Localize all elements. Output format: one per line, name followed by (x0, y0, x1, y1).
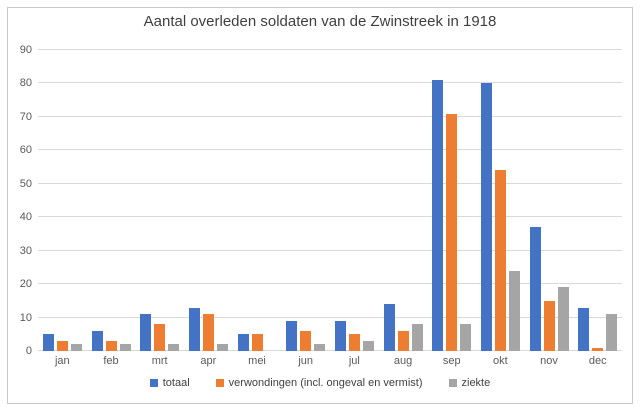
x-axis-tick-label-okt: okt (493, 355, 508, 367)
bar-verwondingen-okt (494, 170, 506, 351)
bar-verwondingen-apr (202, 314, 214, 351)
legend-item-totaal: totaal (149, 377, 190, 389)
bar-ziekte-jul (362, 340, 374, 351)
y-axis-tick-label-90: 90 (19, 44, 32, 56)
x-axis-labels: jan feb mrt apr mei jun jul aug sep okt nov dec (38, 355, 622, 367)
y-axis-tick-label-50: 50 (19, 177, 32, 190)
bar-group-aug (379, 50, 428, 351)
legend-item-verwondingen: verwondingen (incl. ongeval en vermist) (215, 377, 423, 389)
x-axis-tick-label-jul: jul (348, 355, 360, 367)
bar-totaal-aug (383, 304, 395, 351)
x-axis-tick-label-sep: sep (442, 355, 461, 367)
gridline-y-50 (38, 182, 622, 184)
bar-verwondingen-feb (105, 340, 117, 351)
bar-verwondingen-jun (300, 330, 312, 351)
x-axis-tick-label-jun: jun (298, 355, 314, 367)
bar-group-apr (184, 50, 233, 351)
gridline-y-30 (38, 249, 622, 251)
y-axis-tick-label-10: 10 (19, 311, 32, 324)
gridline-y-80 (38, 82, 622, 84)
bar-totaal-jul (334, 320, 346, 351)
x-axis-tick-label-jan: jan (54, 355, 70, 367)
bar-totaal-jan (42, 334, 54, 351)
bar-totaal-apr (188, 307, 200, 351)
bar-ziekte-okt (508, 270, 520, 351)
bar-verwondingen-aug (397, 330, 409, 351)
bar-group-okt (476, 50, 525, 351)
gridline-y-60 (38, 149, 622, 151)
gridline-y-90 (38, 49, 622, 50)
plot-area: 0 10 20 30 40 50 60 70 80 90 (20, 44, 622, 357)
y-axis-tick-label-60: 60 (19, 144, 32, 157)
x-axis-tick-label-dec: dec (588, 355, 607, 367)
chart-title: Aantal overleden soldaten van de Zwinstr… (143, 13, 497, 30)
bar-verwondingen-mei (251, 334, 263, 351)
y-axis-tick-label-70: 70 (19, 110, 32, 123)
bar-totaal-mrt (140, 314, 152, 351)
bar-ziekte-feb (119, 344, 131, 351)
bar-groups (38, 50, 622, 351)
y-axis-tick-label-20: 20 (19, 278, 32, 291)
bar-group-jul (330, 50, 379, 351)
bar-ziekte-jun (314, 344, 326, 351)
gridline-y-20 (38, 283, 622, 285)
legend-label: verwondingen (incl. ongeval en vermist) (228, 377, 423, 389)
gridline-y-0 (38, 350, 622, 351)
bar-group-sep (427, 50, 476, 351)
bar-verwondingen-jan (56, 340, 68, 351)
y-axis-tick-label-0: 0 (25, 345, 32, 357)
bar-verwondingen-mrt (154, 324, 166, 351)
legend-label: totaal (162, 377, 190, 389)
bar-group-mei (233, 50, 282, 351)
bar-group-nov (525, 50, 574, 351)
x-axis-tick-label-aug: aug (393, 355, 413, 367)
y-axis-tick-label-40: 40 (19, 211, 32, 224)
bar-group-mrt (135, 50, 184, 351)
bar-ziekte-apr (216, 344, 228, 351)
legend-swatch-icon (149, 379, 158, 387)
gridline-y-10 (38, 316, 622, 318)
bar-ziekte-jan (70, 344, 82, 351)
y-axis-tick-label-30: 30 (19, 244, 32, 257)
x-axis-tick-label-mrt: mrt (151, 355, 168, 367)
y-axis-tick-label-80: 80 (19, 77, 32, 90)
bar-verwondingen-dec (592, 347, 604, 351)
legend-swatch-icon (215, 379, 224, 387)
bar-ziekte-mrt (168, 344, 180, 351)
bar-totaal-okt (480, 83, 492, 351)
bar-totaal-feb (91, 330, 103, 351)
bar-totaal-jun (286, 320, 298, 351)
bar-group-feb (87, 50, 136, 351)
bar-verwondingen-sep (446, 113, 458, 351)
bar-ziekte-aug (411, 324, 423, 351)
bar-totaal-dec (578, 307, 590, 351)
bar-ziekte-sep (460, 324, 472, 351)
bar-totaal-sep (432, 80, 444, 351)
x-axis-tick-label-feb: feb (103, 355, 119, 367)
x-axis-tick-label-mei: mei (248, 355, 266, 367)
bar-verwondingen-jul (348, 334, 360, 351)
legend: totaal verwondingen (incl. ongeval en ver… (0, 377, 640, 389)
bar-ziekte-dec (606, 314, 618, 351)
bar-group-dec (573, 50, 622, 351)
bar-totaal-nov (529, 227, 541, 351)
bar-ziekte-nov (557, 287, 569, 351)
x-axis-tick-label-nov: nov (540, 355, 558, 367)
legend-item-ziekte: ziekte (448, 377, 491, 389)
bar-group-jan (38, 50, 87, 351)
legend-label: ziekte (461, 377, 491, 389)
x-axis-tick-label-apr: apr (200, 355, 217, 367)
legend-swatch-icon (448, 379, 457, 387)
bar-verwondingen-nov (543, 300, 555, 351)
gridline-y-40 (38, 216, 622, 218)
bar-group-jun (281, 50, 330, 351)
gridline-y-70 (38, 115, 622, 117)
bar-totaal-mei (237, 334, 249, 351)
